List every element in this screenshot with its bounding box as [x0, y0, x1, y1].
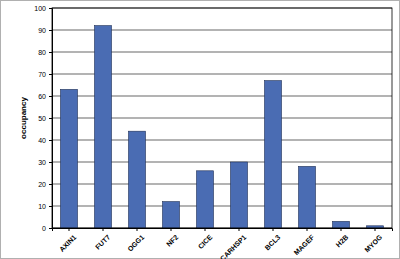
- bar: [231, 162, 248, 228]
- x-tick-label: CICE: [197, 233, 214, 250]
- bar: [333, 221, 350, 228]
- y-tick-mark: [49, 162, 52, 163]
- y-tick-label: 100: [34, 5, 46, 12]
- y-tick: 50: [38, 115, 52, 122]
- bar: [95, 26, 112, 228]
- plot: 0 10 20 30 40 50 60 70 80 90 100 AXIN1 FUT7 OGG1 NF2 CI…: [34, 5, 392, 259]
- x-tick-mark: [137, 228, 138, 231]
- y-axis: 0 10 20 30 40 50 60 70 80 90 100: [34, 5, 52, 232]
- y-axis-line: [49, 9, 53, 229]
- y-tick-mark: [49, 206, 52, 207]
- x-tick: OGG1: [126, 228, 145, 253]
- chart: 0 10 20 30 40 50 60 70 80 90 100 AXIN1 FUT7 OGG1 NF2 CI…: [0, 0, 400, 259]
- x-tick-mark: [375, 228, 376, 231]
- y-tick-mark: [49, 52, 52, 53]
- x-tick-mark: [341, 228, 342, 231]
- x-tick: FUT7: [94, 228, 111, 251]
- y-tick-mark: [49, 118, 52, 119]
- y-tick: 100: [34, 5, 52, 12]
- plot-frame: [52, 8, 392, 228]
- bars: [61, 26, 384, 228]
- x-tick-label: H2B: [335, 233, 350, 248]
- x-tick-label: OGG1: [126, 233, 145, 252]
- y-tick-label: 60: [38, 93, 46, 100]
- y-tick-label: 10: [38, 203, 46, 210]
- x-tick-mark: [307, 228, 308, 231]
- x-tick-label: BCL3: [264, 233, 282, 251]
- y-tick-label: 20: [38, 181, 46, 188]
- x-tick-label: AXIN1: [58, 233, 78, 253]
- outer-frame: [1, 1, 400, 259]
- y-tick-mark: [49, 8, 52, 9]
- x-tick: MAGEF: [293, 228, 316, 256]
- x-tick-mark: [171, 228, 172, 231]
- y-tick-label: 70: [38, 71, 46, 78]
- y-tick: 30: [38, 159, 52, 166]
- x-axis-line: [53, 229, 393, 232]
- y-tick-mark: [49, 228, 52, 229]
- y-tick: 20: [38, 181, 52, 188]
- y-tick: 60: [38, 93, 52, 100]
- x-tick: NF2: [165, 228, 179, 248]
- bar: [61, 89, 78, 228]
- bar: [265, 81, 282, 228]
- bar: [129, 131, 146, 228]
- x-tick: H2B: [335, 228, 350, 248]
- bar: [163, 202, 180, 228]
- y-tick-mark: [49, 140, 52, 141]
- y-tick-label: 0: [42, 225, 46, 232]
- y-tick-mark: [49, 30, 52, 31]
- x-tick-label: MYOG: [363, 233, 383, 253]
- y-tick-mark: [49, 74, 52, 75]
- x-tick-mark: [273, 228, 274, 231]
- y-tick: 0: [42, 225, 52, 232]
- y-tick: 40: [38, 137, 52, 144]
- y-tick: 70: [38, 71, 52, 78]
- x-tick: CICE: [197, 228, 214, 250]
- x-tick-mark: [103, 228, 104, 231]
- y-axis-title: occupancy: [19, 97, 28, 139]
- x-tick: AXIN1: [58, 228, 78, 253]
- x-tick-mark: [239, 228, 240, 231]
- x-tick: BCL3: [264, 228, 282, 251]
- y-tick-label: 90: [38, 27, 46, 34]
- y-tick: 10: [38, 203, 52, 210]
- x-tick-label: CARHSP1: [219, 233, 248, 259]
- y-tick-label: 50: [38, 115, 46, 122]
- grid: [52, 8, 392, 228]
- x-tick-mark: [69, 228, 70, 231]
- x-tick: CARHSP1: [219, 228, 248, 259]
- y-tick: 90: [38, 27, 52, 34]
- bar: [299, 166, 316, 228]
- x-tick: MYOG: [363, 228, 383, 254]
- x-tick-label: FUT7: [94, 233, 111, 250]
- y-tick-label: 40: [38, 137, 46, 144]
- y-tick-mark: [49, 96, 52, 97]
- y-tick-label: 80: [38, 49, 46, 56]
- y-tick-mark: [49, 184, 52, 185]
- y-tick-label: 30: [38, 159, 46, 166]
- x-tick-label: MAGEF: [293, 233, 316, 256]
- y-tick: 80: [38, 49, 52, 56]
- x-tick-mark: [205, 228, 206, 231]
- bar: [197, 171, 214, 228]
- x-tick-label: NF2: [165, 233, 179, 247]
- x-axis: AXIN1 FUT7 OGG1 NF2 CICE CARHSP1 BCL3 MAGEF H2B M…: [53, 228, 393, 259]
